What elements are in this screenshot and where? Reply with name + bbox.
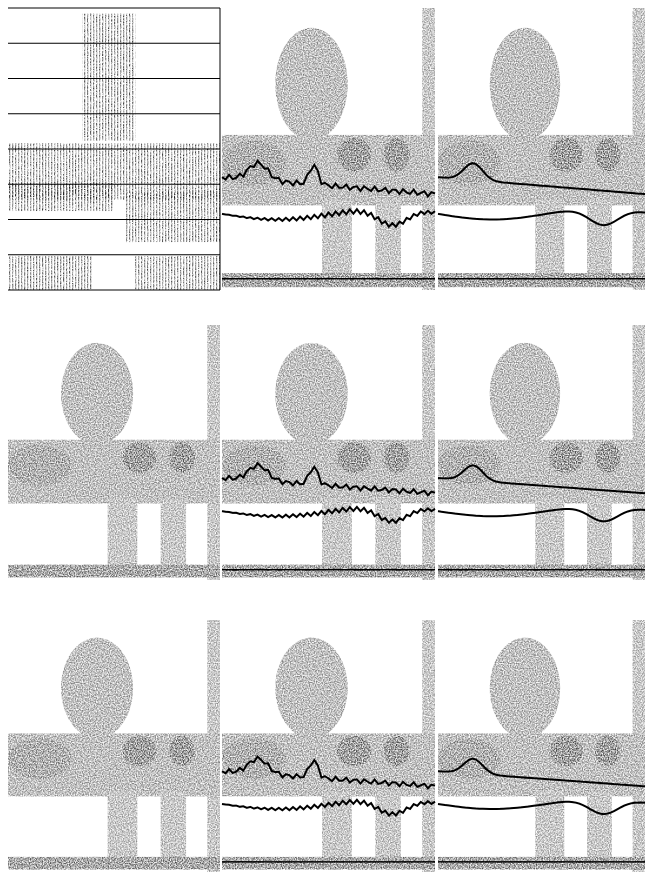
energy-blob: [550, 442, 583, 473]
energy-blob: [122, 442, 156, 473]
energy-blob: [275, 638, 347, 739]
dark-band: [135, 256, 220, 290]
energy-blob: [169, 442, 194, 473]
energy-band: [108, 498, 138, 575]
energy-band: [222, 565, 435, 578]
energy-blob: [550, 138, 583, 172]
energy-band: [222, 273, 435, 287]
dark-band: [125, 191, 220, 242]
energy-blob: [490, 343, 560, 445]
energy-blob: [595, 138, 620, 172]
dark-band: [8, 256, 93, 290]
energy-blob: [337, 138, 371, 172]
page: Spectrogram panels {} html, body { margi…: [0, 0, 647, 878]
energy-blob: [384, 442, 410, 473]
dark-band: [8, 183, 114, 211]
energy-blob: [595, 736, 620, 766]
energy-blob: [337, 442, 371, 473]
energy-blob: [8, 445, 72, 486]
energy-band: [375, 200, 401, 285]
energy-blob: [490, 638, 560, 739]
energy-band: [438, 857, 645, 870]
energy-band: [375, 498, 401, 575]
energy-blob: [384, 138, 410, 172]
energy-blob: [122, 736, 156, 766]
energy-band: [161, 791, 186, 867]
energy-blob: [384, 736, 410, 766]
figure: [0, 0, 647, 878]
energy-blob: [169, 736, 194, 766]
energy-band: [438, 565, 645, 578]
energy-band: [161, 498, 186, 575]
energy-band: [587, 498, 612, 575]
energy-blob: [550, 736, 583, 766]
energy-blob: [8, 738, 72, 778]
energy-band: [222, 857, 435, 870]
energy-blob: [275, 343, 347, 445]
energy-blob: [490, 28, 560, 141]
energy-band: [8, 857, 220, 870]
dark-band: [82, 14, 135, 141]
energy-band: [108, 791, 138, 867]
energy-band: [587, 791, 612, 867]
energy-blob: [595, 442, 620, 473]
energy-band: [438, 273, 645, 287]
energy-band: [8, 565, 220, 578]
energy-blob: [61, 638, 133, 739]
energy-band: [587, 200, 612, 285]
page-body: (() => { const svg = document.getElement…: [0, 0, 647, 878]
energy-blob: [61, 343, 133, 445]
energy-blob: [275, 28, 347, 141]
energy-band: [375, 791, 401, 867]
energy-blob: [337, 736, 371, 766]
